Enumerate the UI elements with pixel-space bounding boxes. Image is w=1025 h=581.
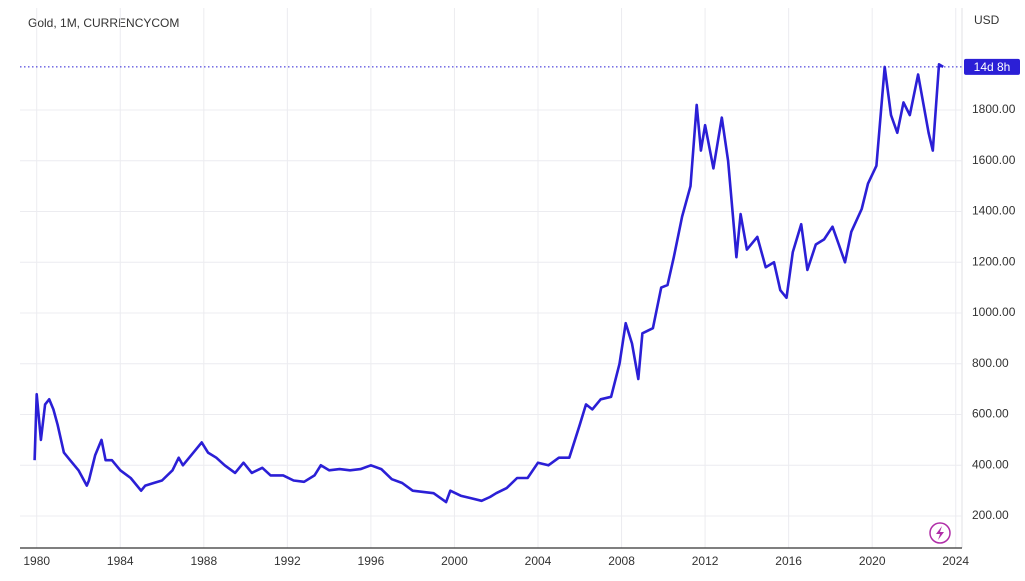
- x-tick-label: 2008: [608, 554, 635, 568]
- y-tick-label: 800.00: [972, 356, 1009, 370]
- y-tick-label: 200.00: [972, 508, 1009, 522]
- y-tick-label: 1000.00: [972, 305, 1016, 319]
- lightning-icon[interactable]: [929, 522, 951, 544]
- countdown-badge: [964, 58, 1020, 75]
- x-tick-label: 2000: [441, 554, 468, 568]
- y-axis-label: USD: [974, 13, 1000, 27]
- countdown-label: 14d 8h: [974, 60, 1011, 74]
- x-tick-label: 1984: [107, 554, 134, 568]
- y-tick-label: 1600.00: [972, 153, 1016, 167]
- x-tick-label: 1992: [274, 554, 301, 568]
- icon-bolt[interactable]: [936, 526, 944, 540]
- x-tick-label: 1980: [23, 554, 50, 568]
- x-tick-label: 1988: [190, 554, 217, 568]
- y-tick-label: 1800.00: [972, 102, 1016, 116]
- price-line: [33, 63, 944, 504]
- x-tick-label: 2016: [775, 554, 802, 568]
- x-tick-label: 1996: [358, 554, 385, 568]
- icon-ring[interactable]: [929, 522, 951, 544]
- x-tick-label: 2024: [942, 554, 969, 568]
- x-tick-label: 2020: [859, 554, 886, 568]
- x-tick-label: 2004: [525, 554, 552, 568]
- y-tick-label: 400.00: [972, 457, 1009, 471]
- y-tick-label: 600.00: [972, 407, 1009, 421]
- chart-title: Gold, 1M, CURRENCYCOM: [28, 16, 179, 30]
- y-tick-label: 1400.00: [972, 204, 1016, 218]
- x-tick-label: 2012: [692, 554, 719, 568]
- y-tick-label: 1200.00: [972, 254, 1016, 268]
